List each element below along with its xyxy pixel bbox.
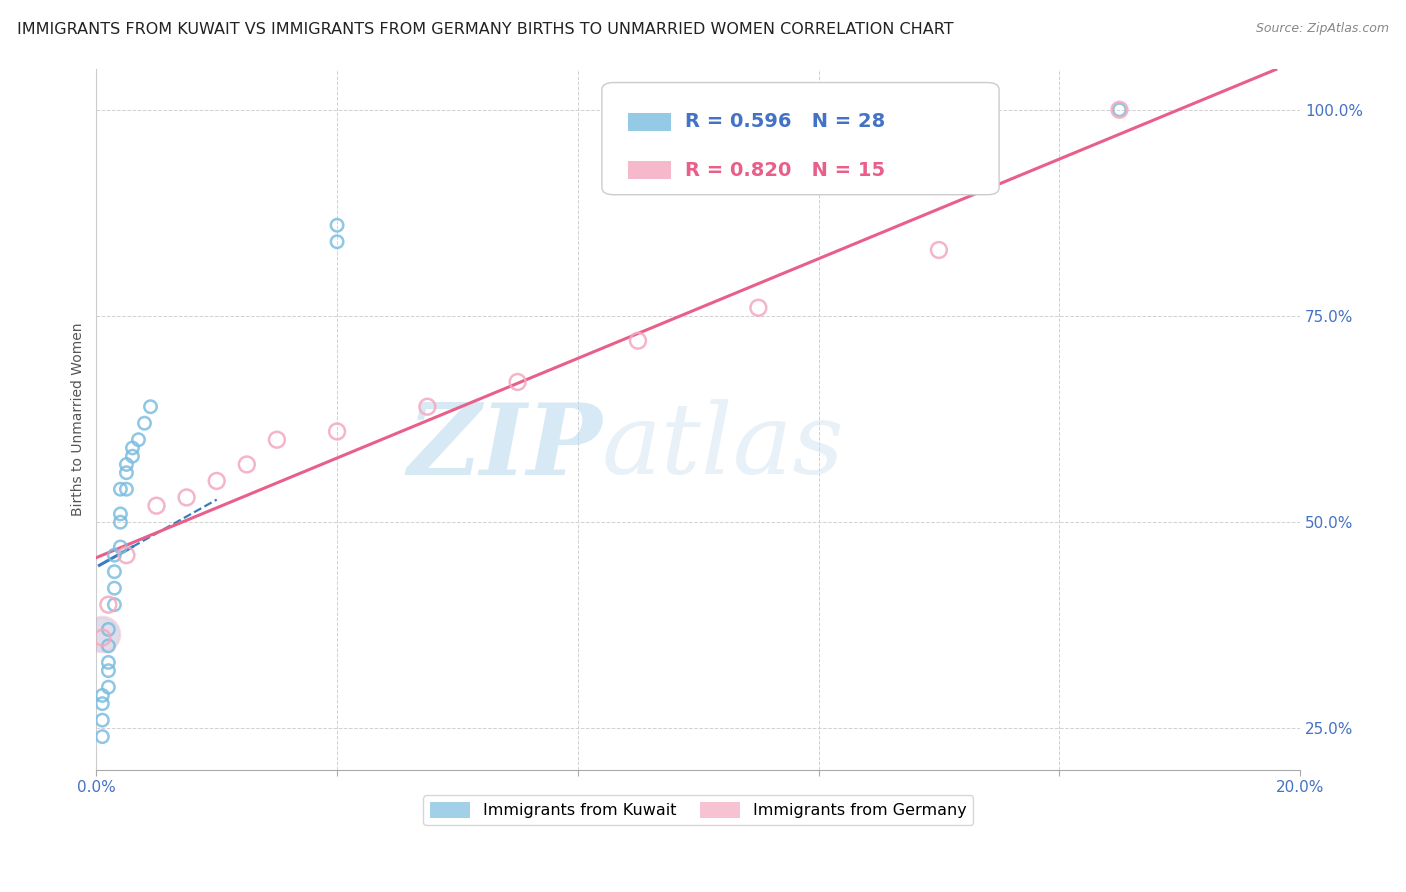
Point — [326, 219, 349, 233]
Point — [236, 458, 259, 472]
Y-axis label: Births to Unmarried Women: Births to Unmarried Women — [72, 322, 86, 516]
Text: R = 0.596   N = 28: R = 0.596 N = 28 — [685, 112, 886, 131]
Point — [97, 656, 120, 670]
Point — [103, 548, 125, 562]
Point — [506, 375, 529, 389]
Point — [145, 499, 167, 513]
Point — [205, 474, 228, 488]
Point — [110, 515, 132, 529]
FancyBboxPatch shape — [628, 161, 671, 178]
Point — [416, 400, 439, 414]
FancyBboxPatch shape — [602, 83, 1000, 194]
Text: Source: ZipAtlas.com: Source: ZipAtlas.com — [1256, 22, 1389, 36]
Point — [103, 565, 125, 579]
Point — [176, 491, 198, 505]
Point — [97, 623, 120, 637]
Point — [134, 416, 156, 430]
Point — [91, 631, 114, 645]
Point — [91, 713, 114, 727]
Point — [1108, 103, 1130, 117]
Point — [91, 626, 114, 640]
Text: atlas: atlas — [602, 400, 845, 495]
Point — [326, 425, 349, 439]
Point — [121, 449, 143, 463]
Point — [266, 433, 288, 447]
Point — [627, 334, 650, 348]
Point — [110, 540, 132, 554]
Point — [115, 466, 138, 480]
Text: IMMIGRANTS FROM KUWAIT VS IMMIGRANTS FROM GERMANY BIRTHS TO UNMARRIED WOMEN CORR: IMMIGRANTS FROM KUWAIT VS IMMIGRANTS FRO… — [17, 22, 953, 37]
Point — [139, 400, 162, 414]
Point — [91, 697, 114, 711]
Point — [747, 301, 769, 315]
Legend: Immigrants from Kuwait, Immigrants from Germany: Immigrants from Kuwait, Immigrants from … — [423, 796, 973, 825]
Point — [91, 730, 114, 744]
Point — [121, 441, 143, 455]
Point — [115, 548, 138, 562]
Point — [97, 664, 120, 678]
Point — [91, 689, 114, 703]
Point — [97, 680, 120, 694]
Point — [326, 235, 349, 249]
Text: R = 0.820   N = 15: R = 0.820 N = 15 — [685, 161, 884, 179]
Point — [115, 482, 138, 496]
FancyBboxPatch shape — [628, 113, 671, 131]
Point — [97, 639, 120, 653]
Point — [103, 598, 125, 612]
Point — [103, 581, 125, 595]
Point — [115, 458, 138, 472]
Point — [127, 433, 149, 447]
Point — [1108, 103, 1130, 117]
Point — [928, 243, 950, 257]
Text: ZIP: ZIP — [406, 399, 602, 495]
Point — [110, 482, 132, 496]
Point — [91, 626, 114, 640]
Point — [110, 507, 132, 521]
Point — [97, 598, 120, 612]
